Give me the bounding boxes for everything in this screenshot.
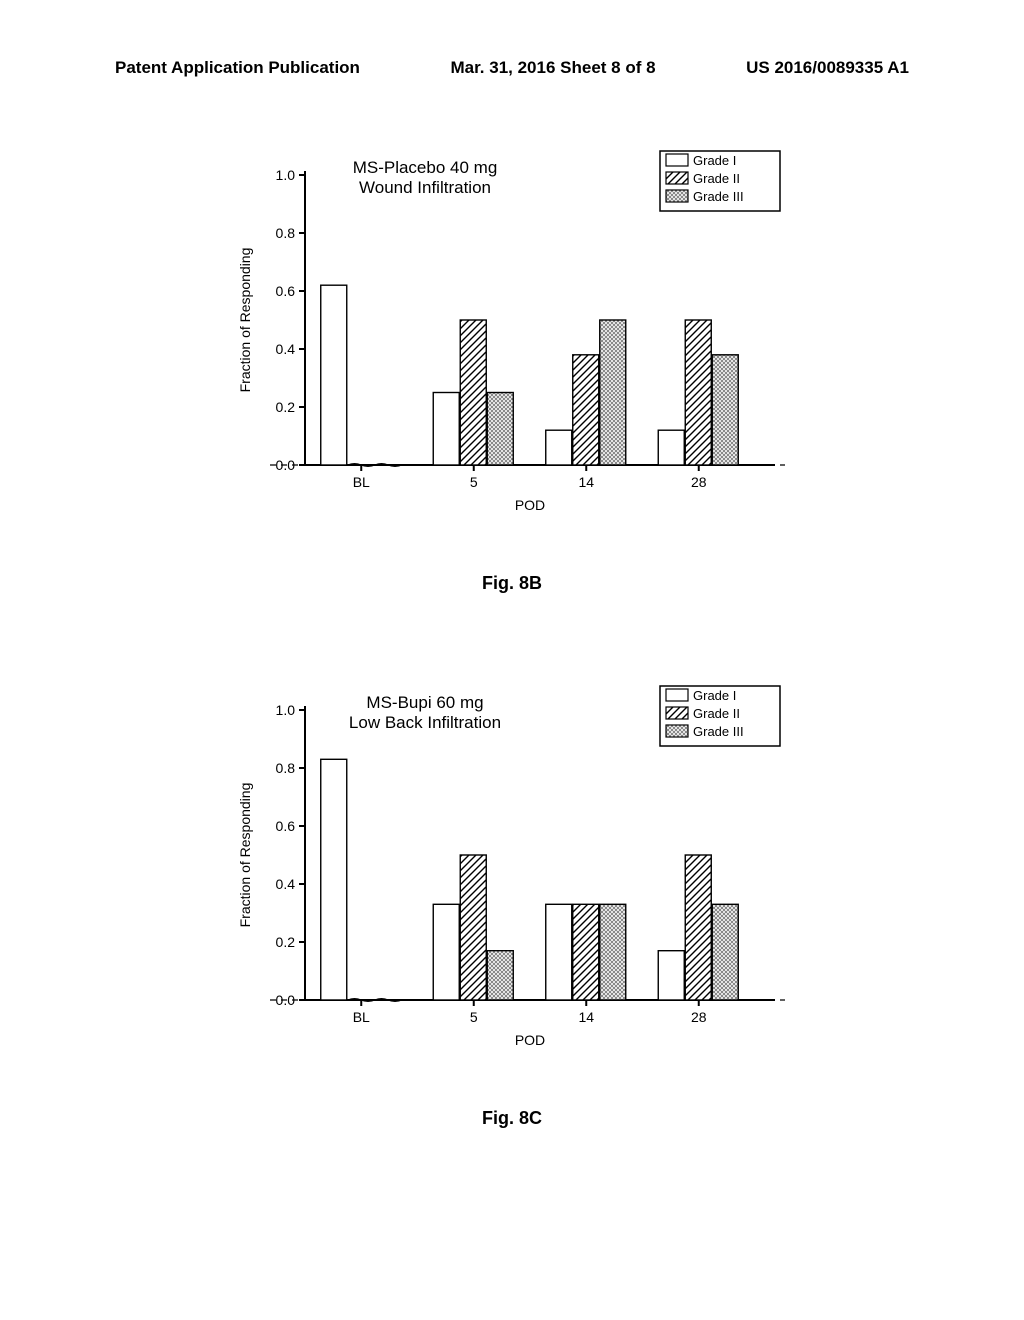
header-right: US 2016/0089335 A1: [746, 58, 909, 78]
svg-text:14: 14: [578, 474, 594, 490]
svg-text:1.0: 1.0: [276, 167, 296, 183]
svg-text:5: 5: [470, 1009, 478, 1025]
svg-text:Grade I: Grade I: [693, 688, 736, 703]
figure-8c: 0.0 0.2 0.4 0.6 0.8 1.0 Fraction of Responding…: [210, 680, 810, 1070]
figure-8b-caption: Fig. 8B: [0, 573, 1024, 594]
header-left: Patent Application Publication: [115, 58, 360, 78]
svg-text:Fraction of Responding: Fraction of Responding: [237, 783, 253, 928]
svg-text:POD: POD: [515, 497, 545, 513]
page-header: Patent Application Publication Mar. 31, …: [0, 58, 1024, 78]
header-center: Mar. 31, 2016 Sheet 8 of 8: [451, 58, 656, 78]
chart-8b-svg: 0.0 0.2 0.4 0.6 0.8 1.0 Fraction of Responding…: [210, 145, 810, 535]
svg-text:Grade II: Grade II: [693, 706, 740, 721]
svg-text:Grade I: Grade I: [693, 153, 736, 168]
figure-8b: 0.0 0.2 0.4 0.6 0.8 1.0 Fraction of Responding…: [210, 145, 810, 535]
figure-8c-caption: Fig. 8C: [0, 1108, 1024, 1129]
svg-text:BL: BL: [353, 474, 370, 490]
svg-text:0.2: 0.2: [276, 399, 296, 415]
svg-text:Fraction of Responding: Fraction of Responding: [237, 248, 253, 393]
chart-8c-svg: 0.0 0.2 0.4 0.6 0.8 1.0 Fraction of Responding…: [210, 680, 810, 1070]
svg-text:0.2: 0.2: [276, 934, 296, 950]
svg-text:0.0: 0.0: [276, 457, 296, 473]
svg-text:28: 28: [691, 1009, 707, 1025]
svg-text:0.4: 0.4: [276, 341, 296, 357]
svg-text:Grade III: Grade III: [693, 724, 744, 739]
svg-text:5: 5: [470, 474, 478, 490]
svg-text:1.0: 1.0: [276, 702, 296, 718]
svg-text:0.8: 0.8: [276, 760, 296, 776]
svg-text:0.6: 0.6: [276, 283, 296, 299]
svg-text:BL: BL: [353, 1009, 370, 1025]
svg-text:Low Back Infiltration: Low Back Infiltration: [349, 713, 501, 732]
svg-text:0.8: 0.8: [276, 225, 296, 241]
svg-text:0.6: 0.6: [276, 818, 296, 834]
svg-text:Grade III: Grade III: [693, 189, 744, 204]
svg-text:28: 28: [691, 474, 707, 490]
svg-text:MS-Placebo 40 mg: MS-Placebo 40 mg: [353, 158, 498, 177]
svg-text:0.4: 0.4: [276, 876, 296, 892]
svg-text:Wound Infiltration: Wound Infiltration: [359, 178, 491, 197]
svg-text:14: 14: [578, 1009, 594, 1025]
svg-text:POD: POD: [515, 1032, 545, 1048]
svg-text:MS-Bupi 60 mg: MS-Bupi 60 mg: [366, 693, 483, 712]
svg-text:Grade II: Grade II: [693, 171, 740, 186]
svg-text:0.0: 0.0: [276, 992, 296, 1008]
